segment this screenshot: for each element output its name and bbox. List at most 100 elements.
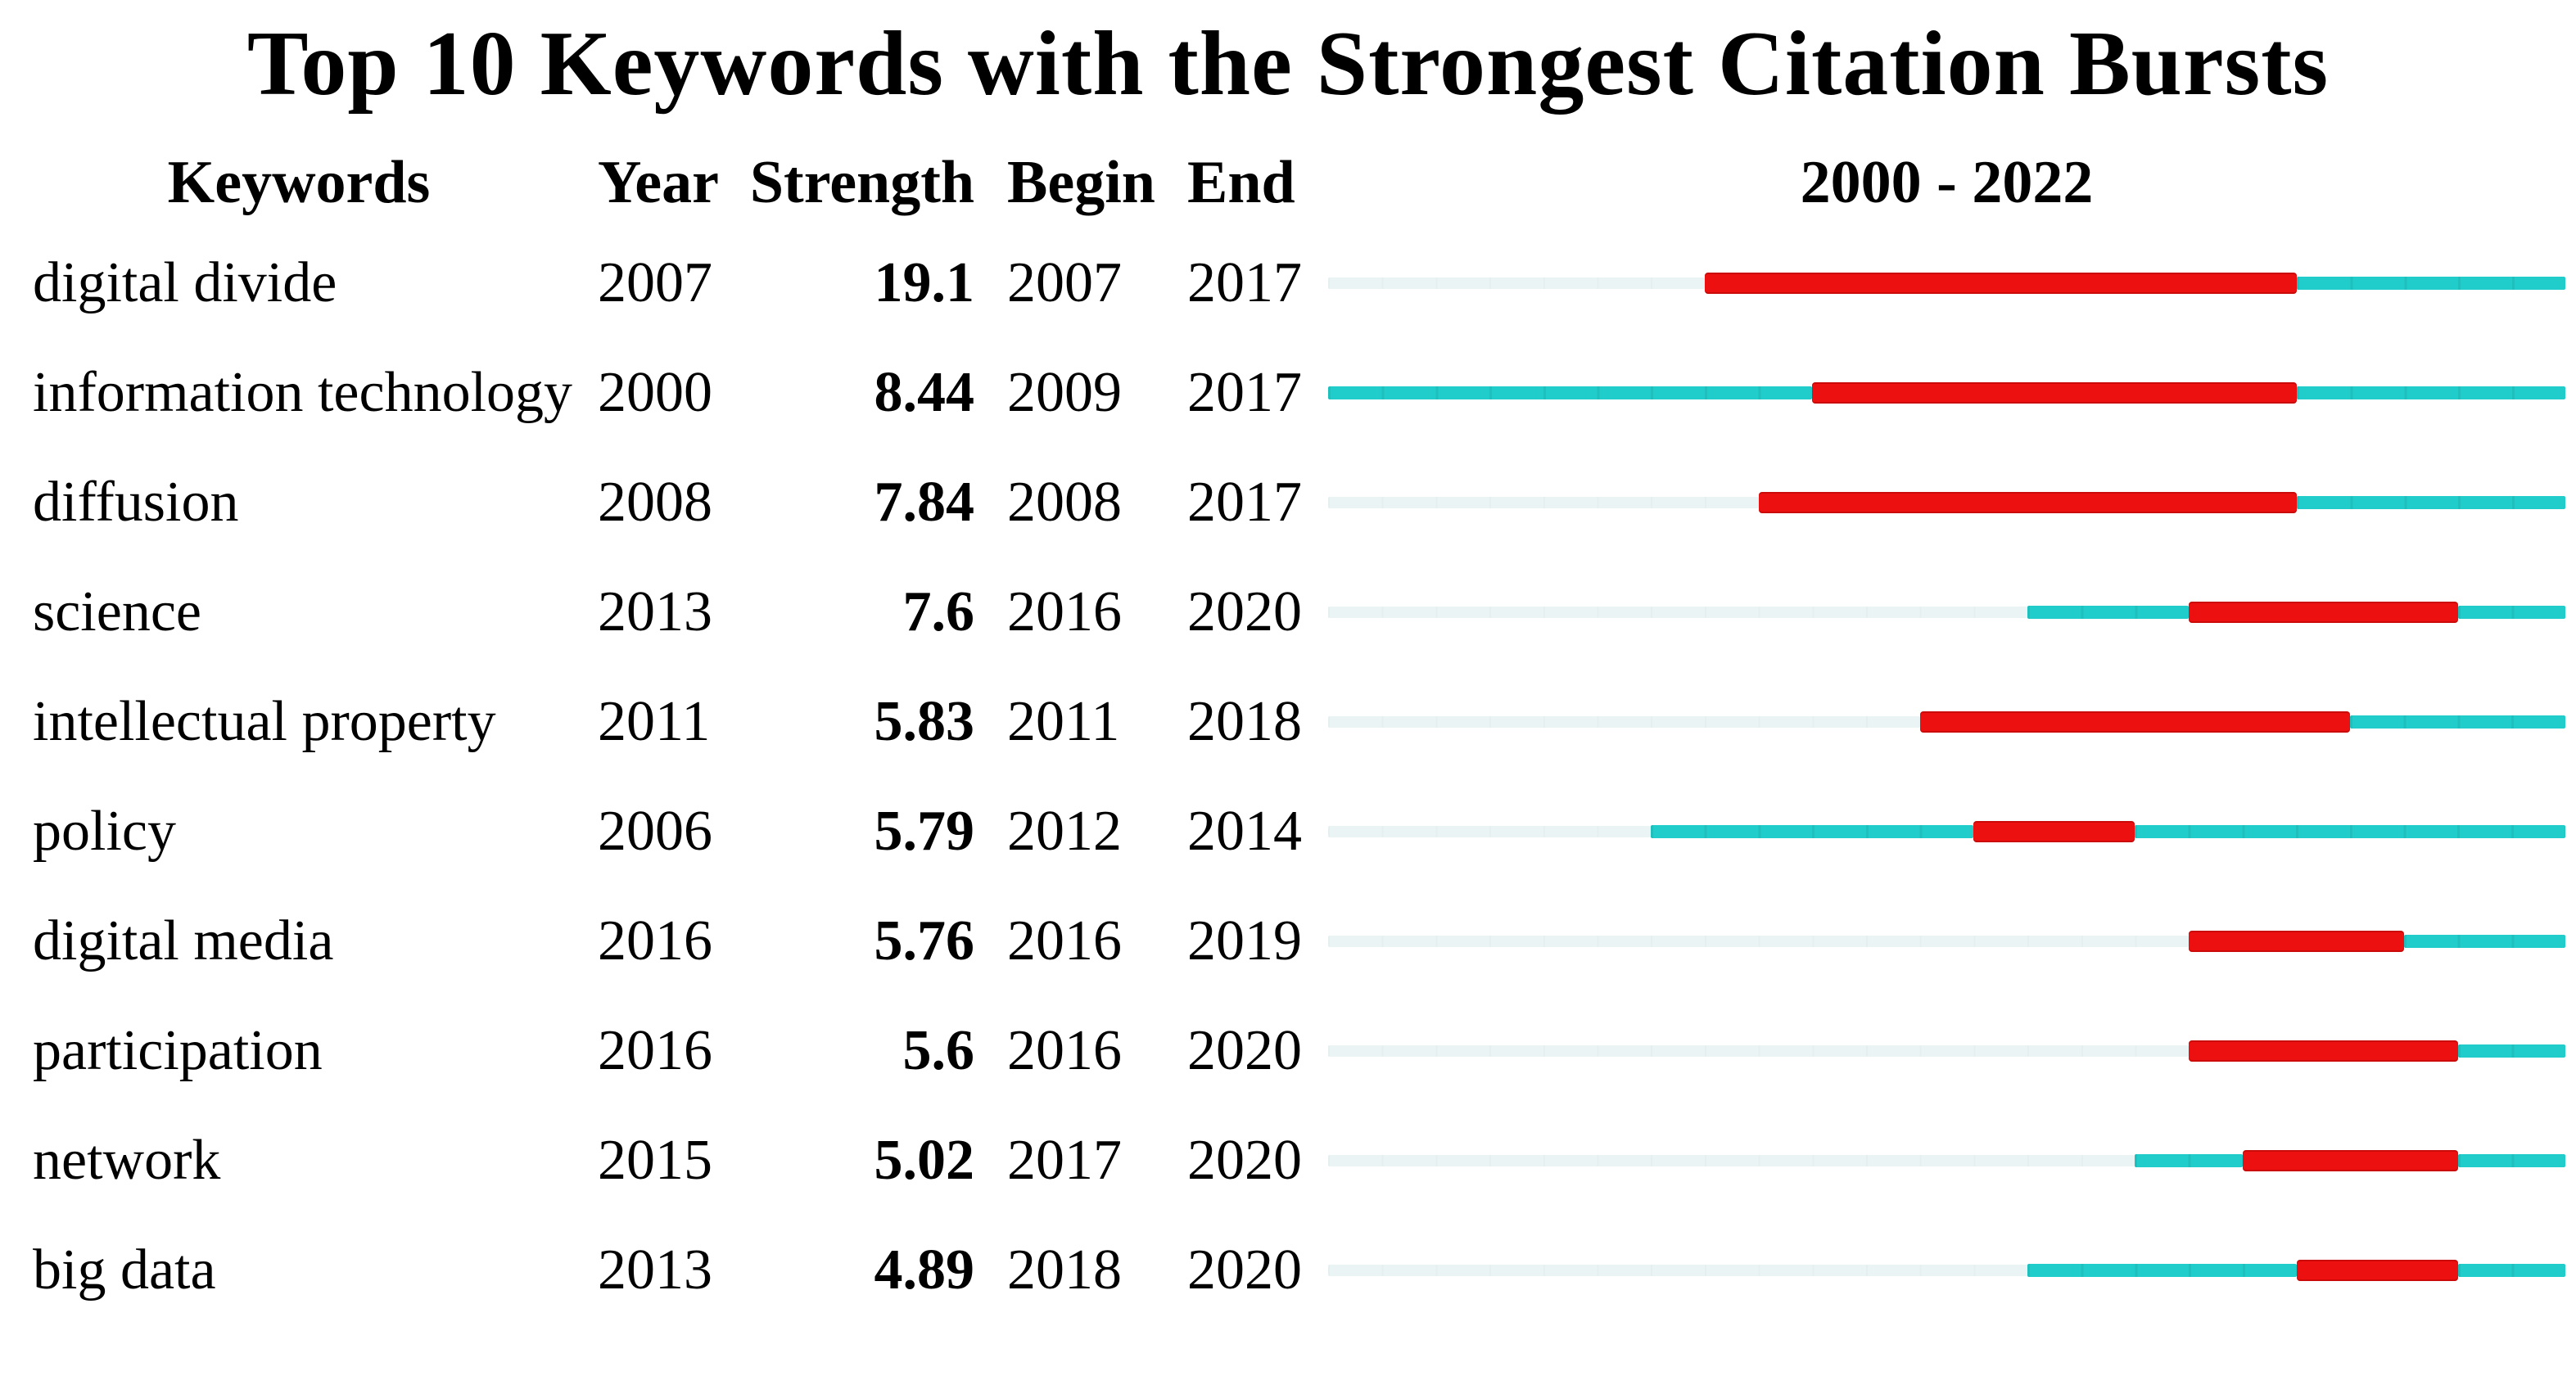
timeline-burst-bar (1973, 821, 2135, 843)
table-row: diffusion 2008 7.84 2008 2017 (0, 448, 2576, 557)
chart-title: Top 10 Keywords with the Strongest Citat… (246, 13, 2330, 115)
keyword-label: science (33, 580, 201, 644)
strength-value: 5.79 (874, 800, 975, 864)
header-strength: Strength (749, 148, 974, 216)
strength-value: 4.89 (874, 1238, 975, 1302)
timeline-segment-inactive (1328, 1265, 2028, 1277)
table-row: digital divide 2007 19.1 2007 2017 (0, 228, 2576, 338)
timeline-track (1328, 273, 2565, 295)
timeline-track (1328, 602, 2565, 624)
strength-value: 5.76 (874, 909, 975, 973)
timeline-segment-active (2403, 935, 2565, 949)
year-value: 2006 (598, 800, 712, 864)
header-year: Year (598, 148, 719, 216)
keyword-label: participation (33, 1019, 323, 1083)
timeline-track (1328, 1260, 2565, 1282)
end-value: 2017 (1187, 251, 1302, 315)
table-row: policy 2006 5.79 2012 2014 (0, 777, 2576, 886)
keyword-label: diffusion (33, 471, 239, 535)
year-value: 2013 (598, 580, 712, 644)
timeline-segment-active (2457, 606, 2565, 620)
table-row: network 2015 5.02 2017 2020 (0, 1106, 2576, 1216)
begin-value: 2007 (1007, 251, 1122, 315)
timeline-track (1328, 492, 2565, 514)
table-row: participation 2016 5.6 2016 2020 (0, 996, 2576, 1106)
begin-value: 2017 (1007, 1129, 1122, 1193)
timeline-track (1328, 821, 2565, 843)
keyword-label: information technology (33, 361, 573, 425)
table-row: science 2013 7.6 2016 2020 (0, 557, 2576, 667)
table-row: intellectual property 2011 5.83 2011 201… (0, 667, 2576, 777)
timeline-burst-bar (1919, 711, 2351, 733)
header-end: End (1187, 148, 1295, 216)
table-row: big data 2013 4.89 2018 2020 (0, 1216, 2576, 1325)
end-value: 2019 (1187, 909, 1302, 973)
timeline-segment-active (1328, 386, 1813, 400)
end-value: 2020 (1187, 1019, 1302, 1083)
timeline-burst-bar (2189, 602, 2458, 624)
begin-value: 2016 (1007, 580, 1122, 644)
strength-value: 5.6 (902, 1019, 975, 1083)
timeline-burst-bar (2189, 1040, 2458, 1062)
timeline-burst-bar (2296, 1260, 2458, 1282)
timeline-segment-inactive (1328, 716, 1920, 729)
end-value: 2020 (1187, 580, 1302, 644)
timeline-segment-inactive (1328, 936, 2190, 948)
table-body: digital divide 2007 19.1 2007 2017 infor… (0, 228, 2576, 1325)
end-value: 2018 (1187, 690, 1302, 754)
begin-value: 2016 (1007, 1019, 1122, 1083)
timeline-burst-bar (2242, 1150, 2458, 1172)
year-value: 2016 (598, 1019, 712, 1083)
keyword-label: policy (33, 800, 176, 864)
year-value: 2008 (598, 471, 712, 535)
timeline-segment-inactive (1328, 1155, 2135, 1167)
header-timeline-range: 2000 - 2022 (1800, 148, 2094, 216)
keyword-label: network (33, 1129, 221, 1193)
year-value: 2016 (598, 909, 712, 973)
keyword-label: intellectual property (33, 690, 496, 754)
timeline-burst-bar (2189, 931, 2404, 953)
table-header-row: Keywords Year Strength Begin End 2000 - … (0, 145, 2576, 220)
year-value: 2007 (598, 251, 712, 315)
strength-value: 5.83 (874, 690, 975, 754)
begin-value: 2012 (1007, 800, 1122, 864)
timeline-track (1328, 382, 2565, 404)
timeline-segment-active (2135, 825, 2565, 839)
begin-value: 2011 (1007, 690, 1120, 754)
keyword-label: digital media (33, 909, 334, 973)
table-row: information technology 2000 8.44 2009 20… (0, 338, 2576, 448)
keyword-label: big data (33, 1238, 216, 1302)
timeline-track (1328, 1150, 2565, 1172)
begin-value: 2009 (1007, 361, 1122, 425)
timeline-segment-active (1651, 825, 1974, 839)
timeline-segment-inactive (1328, 1045, 2190, 1058)
timeline-track (1328, 711, 2565, 733)
timeline-segment-active (2027, 606, 2190, 620)
header-begin: Begin (1007, 148, 1155, 216)
timeline-segment-active (2457, 1154, 2565, 1168)
timeline-track (1328, 931, 2565, 953)
timeline-segment-active (2027, 1264, 2297, 1278)
end-value: 2020 (1187, 1238, 1302, 1302)
end-value: 2020 (1187, 1129, 1302, 1193)
timeline-segment-active (2350, 715, 2565, 729)
strength-value: 8.44 (874, 361, 975, 425)
year-value: 2011 (598, 690, 711, 754)
timeline-segment-active (2135, 1154, 2243, 1168)
timeline-segment-active (2457, 1264, 2565, 1278)
header-keywords: Keywords (167, 148, 431, 216)
strength-value: 19.1 (874, 251, 975, 315)
begin-value: 2018 (1007, 1238, 1122, 1302)
timeline-track (1328, 1040, 2565, 1062)
timeline-segment-active (2296, 277, 2565, 291)
keyword-label: digital divide (33, 251, 337, 315)
end-value: 2014 (1187, 800, 1302, 864)
timeline-segment-inactive (1328, 607, 2028, 619)
timeline-segment-active (2296, 496, 2565, 510)
year-value: 2015 (598, 1129, 712, 1193)
timeline-segment-inactive (1328, 826, 1652, 838)
timeline-burst-bar (1812, 382, 2297, 404)
table-row: digital media 2016 5.76 2016 2019 (0, 886, 2576, 996)
begin-value: 2008 (1007, 471, 1122, 535)
